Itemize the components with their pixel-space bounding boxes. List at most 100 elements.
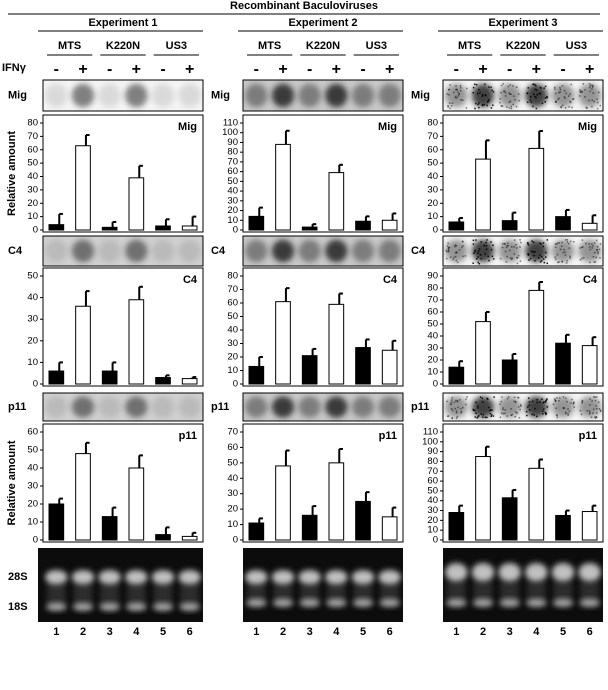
- bar: [75, 305, 91, 385]
- blot-speck: [534, 88, 536, 91]
- blot-speck: [512, 103, 515, 106]
- blot-speck: [517, 397, 520, 399]
- gel-band-28s: [498, 563, 521, 581]
- bar: [181, 378, 198, 385]
- y-tick-label: 70: [427, 466, 438, 477]
- bar: [248, 522, 265, 541]
- blot-speck: [446, 245, 449, 247]
- blot-speck: [475, 239, 477, 241]
- blot-speck: [490, 107, 493, 109]
- blot-speck: [510, 258, 513, 261]
- blot-speck: [502, 408, 504, 411]
- blot-speck: [451, 417, 454, 420]
- chart-frame: [42, 423, 204, 543]
- blot-speck: [527, 87, 529, 89]
- blot-speck: [530, 250, 533, 253]
- blot-speck: [593, 242, 596, 244]
- experiment-label: Experiment 2: [288, 17, 357, 29]
- blot-speck: [461, 99, 464, 101]
- group-label: MTS: [258, 40, 281, 52]
- blot-speck: [592, 85, 594, 87]
- blot-speck: [454, 244, 457, 246]
- y-tick-label: 70: [427, 131, 438, 142]
- blot-band: [551, 83, 575, 108]
- blot-speck: [453, 401, 456, 404]
- blot-speck: [546, 239, 549, 241]
- blot-speck: [597, 251, 599, 253]
- gel-band-18s: [326, 599, 347, 607]
- blot-speck: [592, 84, 594, 87]
- bar: [448, 221, 465, 231]
- blot-speck: [490, 248, 493, 251]
- blot-band: [271, 83, 295, 108]
- blot-speck: [450, 399, 453, 401]
- blot-speck: [593, 100, 596, 103]
- blot-speck: [519, 246, 521, 248]
- blot-speck: [509, 249, 511, 252]
- y-tick-label: 40: [427, 171, 438, 182]
- blot-speck: [567, 408, 569, 410]
- blot-speck: [462, 255, 464, 258]
- bar: [555, 216, 571, 231]
- blot-speck: [528, 259, 530, 261]
- blot-band: [178, 83, 201, 108]
- treatment-sign: -: [360, 61, 365, 78]
- blot-speck: [504, 91, 507, 94]
- blot-speck: [508, 92, 510, 94]
- blot-speck: [581, 246, 584, 248]
- y-tick-label: 10: [227, 215, 238, 226]
- blot-speck: [476, 417, 478, 419]
- blot-speck: [540, 87, 542, 89]
- gel-band-18s: [152, 603, 174, 611]
- blot-speck: [474, 416, 477, 418]
- chart-title: Mig: [378, 121, 397, 133]
- blot-band: [245, 83, 268, 108]
- blot-speck: [507, 85, 510, 88]
- gel-band-28s: [151, 570, 175, 584]
- blot-speck: [449, 84, 451, 86]
- blot-speck: [598, 407, 601, 410]
- blot-speck: [484, 253, 487, 255]
- y-tick-label: 10: [427, 211, 438, 222]
- blot-speck: [571, 98, 574, 100]
- bar: [155, 225, 171, 231]
- blot-speck: [589, 85, 591, 87]
- lane-number: 3: [107, 626, 113, 638]
- blot-speck: [594, 399, 597, 402]
- blot-speck: [561, 261, 563, 263]
- bar: [501, 220, 518, 231]
- blot-speck: [513, 246, 515, 248]
- bar: [328, 303, 345, 385]
- blot-speck: [569, 101, 572, 104]
- blot-speck: [569, 257, 571, 259]
- blot-band: [178, 396, 201, 418]
- blot-speck: [554, 243, 557, 245]
- blot-speck: [561, 241, 563, 244]
- blot-speck: [510, 93, 512, 96]
- y-tick-label: 40: [427, 331, 438, 342]
- blot-speck: [584, 89, 586, 91]
- blot-image: [242, 79, 404, 112]
- blot-speck: [544, 101, 546, 103]
- blot-speck: [588, 83, 591, 85]
- y-tick-label: 10: [427, 367, 438, 378]
- blot-speck: [555, 258, 557, 261]
- blot-speck: [572, 98, 575, 100]
- blot-speck: [542, 258, 545, 260]
- blot-speck: [558, 97, 560, 100]
- blot-speck: [472, 239, 475, 242]
- treatment-sign: +: [385, 61, 394, 78]
- blot-speck: [446, 257, 448, 260]
- blot-speck: [527, 254, 530, 256]
- blot-speck: [517, 396, 519, 399]
- treatment-sign: -: [507, 61, 512, 78]
- blot-speck: [527, 244, 530, 246]
- bar: [381, 219, 398, 231]
- blot-speck: [465, 107, 468, 109]
- gel-band-28s: [378, 570, 401, 584]
- blot-speck: [534, 251, 536, 253]
- y-tick-label: 110: [223, 118, 238, 129]
- y-tick-label: 0: [33, 379, 38, 390]
- blot-speck: [460, 411, 462, 414]
- blot-image: [442, 392, 604, 422]
